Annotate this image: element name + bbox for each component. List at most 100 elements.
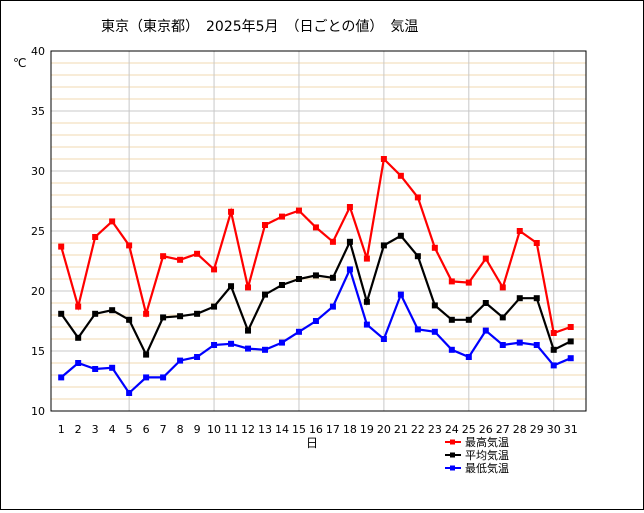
data-point: [550, 346, 557, 353]
data-point: [143, 374, 150, 381]
data-point: [482, 327, 489, 334]
data-point: [262, 291, 268, 298]
data-point: [177, 357, 184, 364]
legend-label: 平均気温: [465, 448, 509, 462]
x-tick-label: 15: [292, 423, 306, 436]
data-point: [160, 374, 167, 381]
data-point: [414, 326, 421, 333]
data-point: [75, 334, 82, 341]
series-line-3: [60, 266, 572, 395]
x-tick-label: 8: [177, 423, 184, 436]
data-point: [346, 204, 353, 210]
y-tick-label: 35: [31, 105, 45, 118]
legend-marker: [450, 452, 455, 458]
y-tick-label: 10: [31, 405, 45, 418]
data-point: [312, 272, 319, 279]
x-tick-label: 21: [394, 423, 408, 436]
data-point: [431, 328, 438, 335]
data-point: [278, 282, 285, 288]
y-axis-unit-label: ℃: [13, 56, 26, 70]
data-point: [363, 255, 370, 262]
data-point: [448, 316, 455, 323]
data-point: [380, 242, 387, 249]
data-point: [312, 224, 319, 231]
x-tick-label: 16: [309, 423, 323, 436]
data-point: [278, 339, 285, 346]
data-point: [431, 244, 438, 251]
data-point: [499, 342, 506, 348]
data-point: [448, 346, 455, 353]
data-point: [329, 238, 336, 245]
data-point: [160, 253, 167, 260]
data-point: [92, 310, 99, 317]
data-point: [262, 222, 268, 228]
data-point: [126, 316, 133, 323]
x-tick-label: 5: [126, 423, 133, 436]
legend-marker: [450, 439, 455, 445]
data-point: [295, 207, 302, 214]
x-tick-label: 27: [496, 423, 510, 436]
data-point: [329, 274, 336, 281]
x-tick-label: 23: [428, 423, 442, 436]
data-point: [92, 234, 99, 240]
data-point: [126, 242, 133, 249]
data-point: [211, 266, 218, 273]
x-tick-label: 17: [326, 423, 340, 436]
data-point: [177, 313, 184, 320]
data-point: [363, 298, 370, 305]
data-point: [228, 208, 235, 215]
x-axis-label: 日: [306, 436, 318, 450]
x-tick-label: 24: [445, 423, 459, 436]
x-tick-label: 3: [92, 423, 99, 436]
x-tick-label: 18: [343, 423, 357, 436]
x-tick-label: 30: [547, 423, 561, 436]
x-tick-label: 4: [109, 423, 116, 436]
data-point: [58, 374, 65, 381]
data-point: [194, 354, 201, 360]
data-point: [550, 330, 557, 336]
data-point: [194, 250, 201, 257]
data-point: [346, 266, 353, 273]
data-point: [533, 295, 540, 302]
data-point: [109, 218, 116, 225]
x-tick-label: 6: [143, 423, 150, 436]
data-point: [516, 295, 523, 302]
x-tick-label: 13: [258, 423, 272, 436]
legend-label: 最高気温: [465, 435, 509, 449]
data-point: [431, 302, 438, 309]
x-tick-label: 19: [360, 423, 374, 436]
data-point: [109, 364, 116, 371]
x-tick-label: 28: [513, 423, 527, 436]
data-point: [143, 310, 150, 317]
data-point: [567, 355, 574, 362]
x-tick-label: 2: [75, 423, 82, 436]
x-tick-label: 11: [224, 423, 238, 436]
data-point: [160, 314, 167, 321]
x-tick-label: 1: [58, 423, 65, 436]
x-tick-label: 20: [377, 423, 391, 436]
data-point: [346, 238, 353, 245]
plot-grid: [51, 51, 586, 411]
data-point: [482, 255, 489, 262]
data-point: [211, 303, 218, 310]
data-point: [211, 342, 218, 348]
data-point: [228, 340, 235, 347]
data-point: [245, 345, 252, 352]
x-tick-label: 14: [275, 423, 289, 436]
y-tick-label: 40: [31, 45, 45, 58]
x-tick-label: 7: [160, 423, 167, 436]
data-point: [499, 314, 506, 321]
legend-marker: [450, 465, 455, 471]
data-point: [126, 390, 133, 396]
data-point: [75, 360, 82, 366]
x-tick-label: 9: [194, 423, 201, 436]
data-point: [516, 339, 523, 346]
y-tick-label: 20: [31, 285, 45, 298]
data-point: [295, 328, 302, 335]
data-point: [295, 276, 302, 282]
y-tick-label: 25: [31, 225, 45, 238]
data-point: [177, 256, 184, 263]
x-tick-label: 12: [241, 423, 255, 436]
